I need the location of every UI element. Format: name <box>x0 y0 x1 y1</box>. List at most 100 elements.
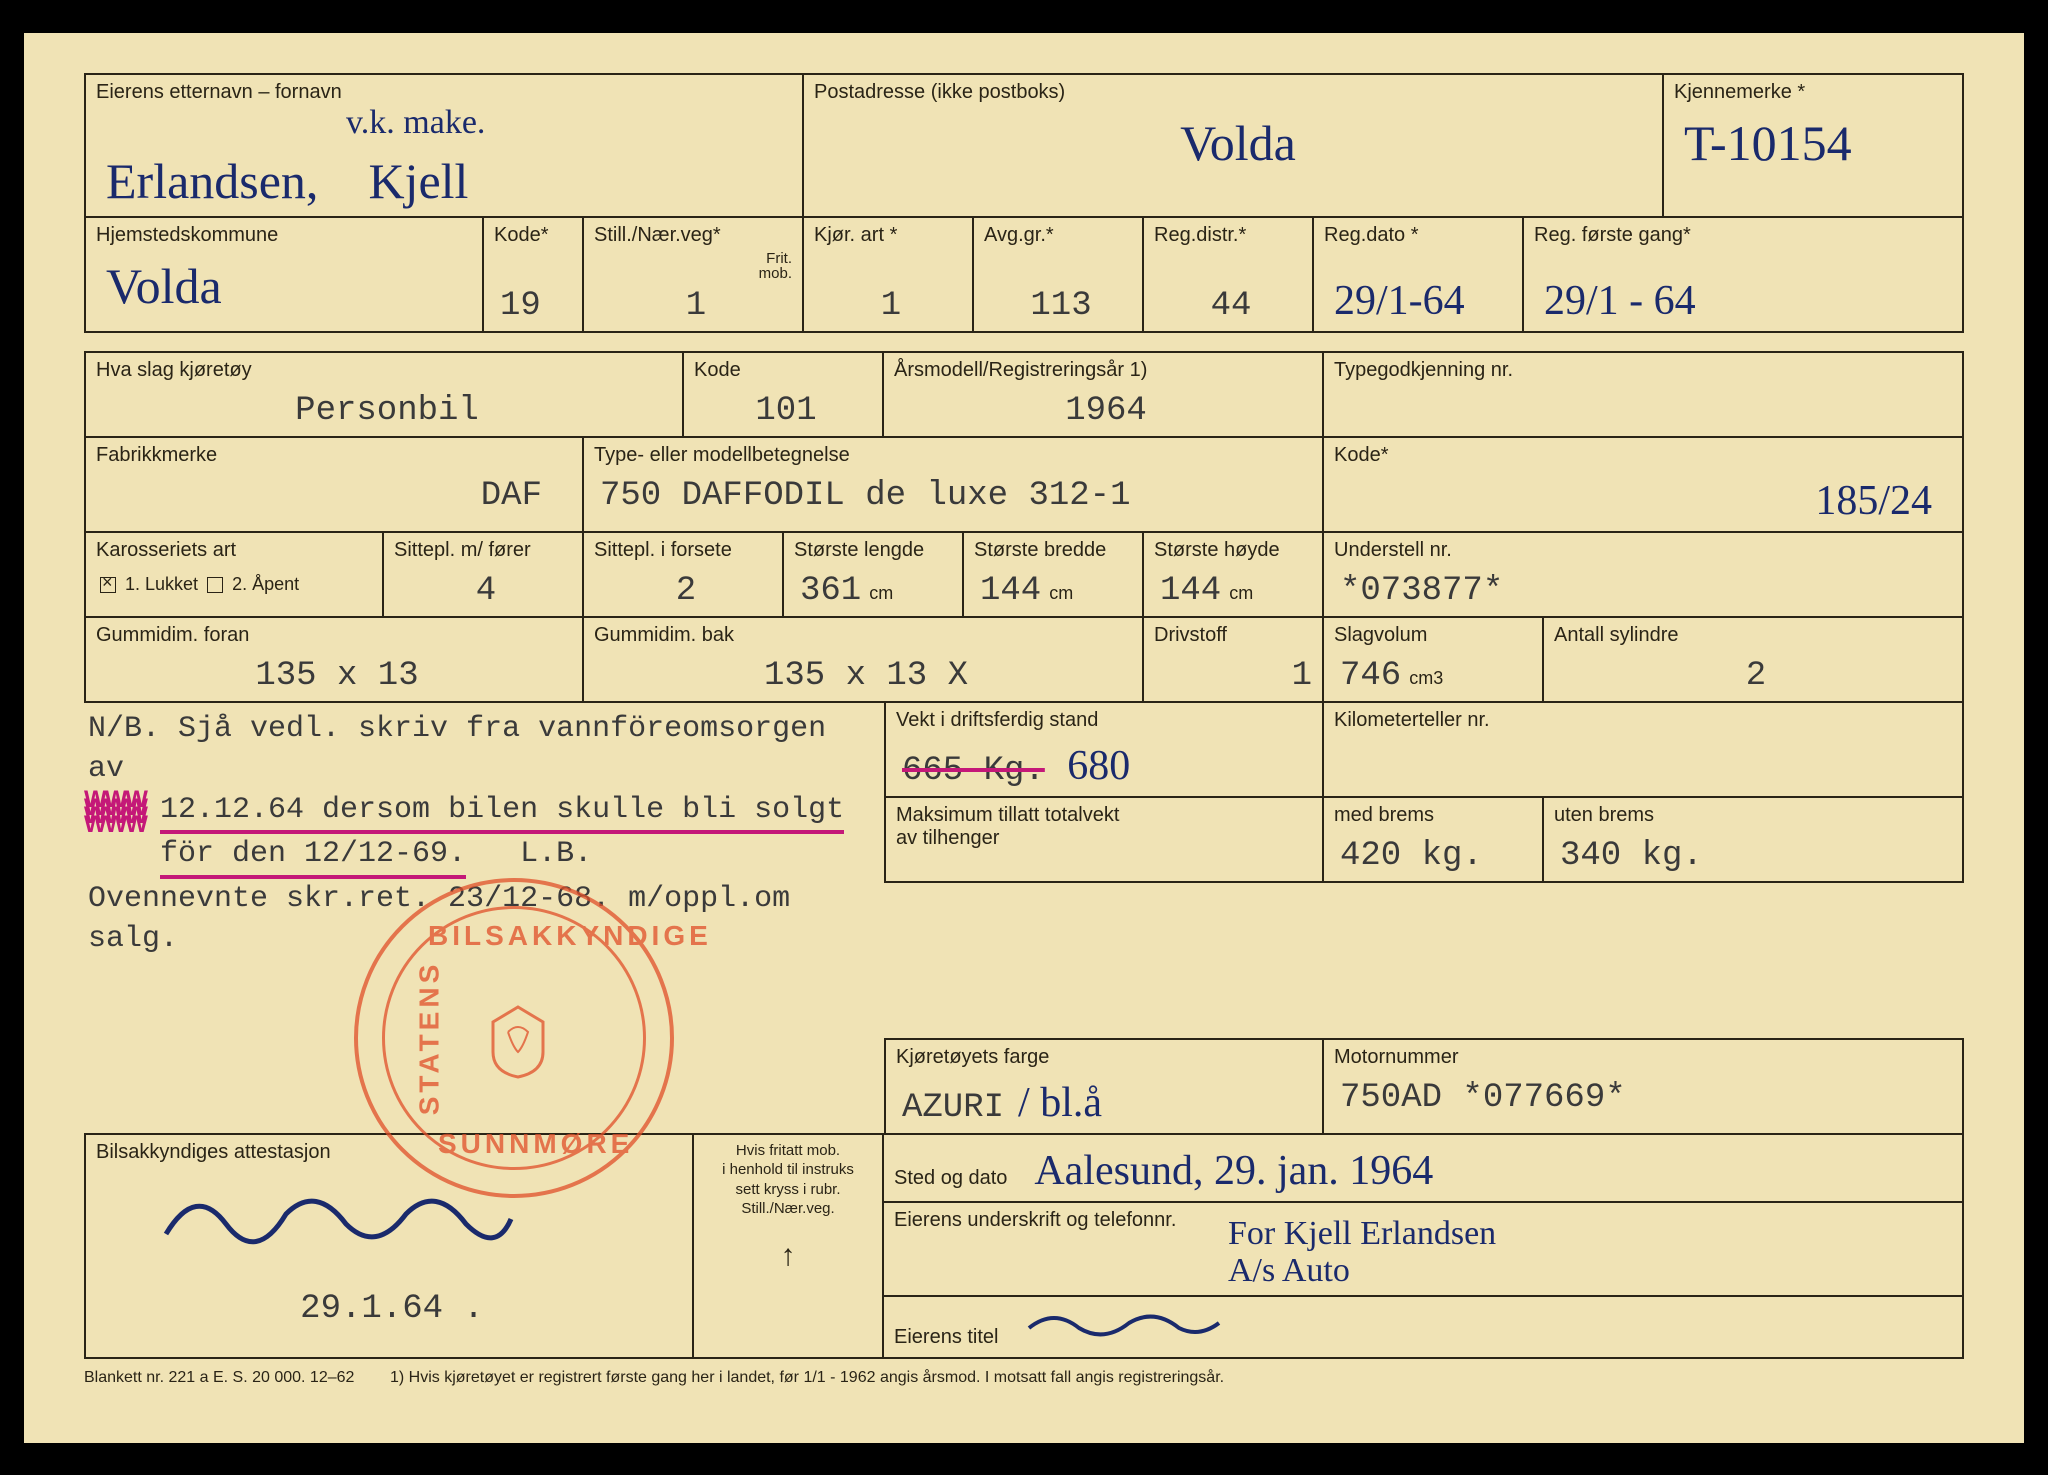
label-address: Postadresse (ikke postboks) <box>814 81 1652 104</box>
label-slag: Hva slag kjøretøy <box>96 359 672 382</box>
cell-titel: Eierens titel <box>884 1297 1964 1359</box>
mb: 420 kg. <box>1334 831 1532 877</box>
dr: 1 <box>1154 651 1312 697</box>
syl: 2 <box>1554 651 1952 697</box>
row-1: Eierens etternavn – fornavn v.k. make. E… <box>84 73 1964 218</box>
label-attest: Bilsakkyndiges attestasjon <box>96 1141 682 1164</box>
cell-max: Maksimum tillatt totalvekt av tilhenger <box>884 796 1324 883</box>
und: *073877* <box>1334 566 1952 612</box>
label-sted: Sted og dato <box>894 1167 1007 1190</box>
label-fab: Fabrikkmerke <box>96 444 572 467</box>
label-underskrift: Eierens underskrift og telefonnr. <box>894 1209 1214 1232</box>
len: 361 <box>794 566 861 612</box>
cell-und: Understell nr. *073877* <box>1324 531 1964 618</box>
underskrift: For Kjell Erlandsen A/s Auto <box>1218 1209 1496 1292</box>
sublabel-still: Frit. mob. <box>594 251 792 281</box>
surname: Erlandsen, <box>106 153 318 209</box>
label-name: Eierens etternavn – fornavn <box>96 81 792 104</box>
cell-vekt: Vekt i driftsferdig stand 665 Kg. 680 <box>884 701 1324 798</box>
firstname: Kjell <box>368 153 468 209</box>
unit-cm: cm <box>869 583 893 604</box>
row-10: Bilsakkyndiges attestasjon 29.1.64 . Hvi… <box>84 1133 1964 1360</box>
label-avg: Avg.gr.* <box>984 224 1132 247</box>
label-km: Kilometerteller nr. <box>1334 709 1952 732</box>
label-sitf: Sittepl. i forsete <box>594 539 772 562</box>
cell-avg: Avg.gr.* 113 <box>974 216 1144 333</box>
cell-syl: Antall sylindre 2 <box>1544 616 1964 703</box>
note-line1: N/B. Sjå vedl. skriv fra vannföreomsorge… <box>88 712 826 787</box>
footer-right: 1) Hvis kjøretøyet er registrert første … <box>390 1369 1224 1386</box>
fab: DAF <box>96 471 572 517</box>
label-kode4: Kode* <box>1334 444 1952 467</box>
note-line4: Ovennevnte skr.ret. 23/12-68. m/oppl.om … <box>88 882 790 957</box>
attest-date: 29.1.64 . <box>96 1284 682 1330</box>
unit-cm3: cm3 <box>1409 668 1443 689</box>
vekt-struck: 665 Kg. <box>896 746 1045 792</box>
sitf: 2 <box>594 566 772 612</box>
sl: 746 <box>1334 651 1401 697</box>
label-sit: Sittepl. m/ fører <box>394 539 572 562</box>
cell-kode: Kode* 19 <box>484 216 584 333</box>
label-regdato: Reg.dato * <box>1324 224 1512 247</box>
label-syl: Antall sylindre <box>1554 624 1952 647</box>
cell-plate: Kjennemerke * T-10154 <box>1664 73 1964 218</box>
cell-name: Eierens etternavn – fornavn v.k. make. E… <box>84 73 804 218</box>
label-kode3: Kode <box>694 359 872 382</box>
farge-type: AZURI <box>896 1083 1004 1129</box>
cell-km: Kilometerteller nr. <box>1324 701 1964 798</box>
cell-fab: Fabrikkmerke DAF <box>84 436 584 533</box>
label-hjk: Hjemstedskommune <box>96 224 472 247</box>
avg: 113 <box>984 281 1132 327</box>
regf: 29/1 - 64 <box>1534 271 1952 327</box>
label-dr: Drivstoff <box>1154 624 1312 647</box>
hjk: Volda <box>96 251 472 317</box>
ub: 340 kg. <box>1554 831 1952 877</box>
gf: 135 x 13 <box>96 651 572 697</box>
fritatt-text: Hvis fritatt mob. i henhold til instruks… <box>704 1141 872 1219</box>
label-mb: med brems <box>1334 804 1532 827</box>
cell-kar: Karosseriets art 1. Lukket 2. Åpent <box>84 531 384 618</box>
note-line3: för den 12/12-69. <box>160 834 466 879</box>
kode3: 101 <box>694 386 872 432</box>
label-sl: Slagvolum <box>1334 624 1532 647</box>
vekt: 680 <box>1057 736 1130 792</box>
cell-slag: Hva slag kjøretøy Personbil <box>84 351 684 438</box>
label-max: Maksimum tillatt totalvekt av tilhenger <box>896 804 1312 850</box>
right-boxes: Vekt i driftsferdig stand 665 Kg. 680 Ki… <box>884 701 1964 968</box>
address: Volda <box>814 108 1652 174</box>
signature-inspector <box>96 1168 682 1284</box>
arrow-up-icon: ↑ <box>704 1239 872 1273</box>
red-scribble-icon: WWWWWWWWWWWW <box>84 796 146 830</box>
notes-area: N/B. Sjå vedl. skriv fra vannföreomsorge… <box>84 701 884 968</box>
cell-regd: Reg.distr.* 44 <box>1144 216 1314 333</box>
cell-attest: Bilsakkyndiges attestasjon 29.1.64 . <box>84 1133 694 1360</box>
cell-motor: Motornummer 750AD *077669* <box>1324 1038 1964 1135</box>
signature-svg-icon <box>156 1174 516 1264</box>
cell-farge: Kjøretøyets farge AZURI / bl.å <box>884 1038 1324 1135</box>
unit-cm: cm <box>1229 583 1253 604</box>
cell-fritatt: Hvis fritatt mob. i henhold til instruks… <box>694 1133 884 1360</box>
checkbox-lukket-icon <box>100 577 116 593</box>
cell-sit: Sittepl. m/ fører 4 <box>384 531 584 618</box>
gb: 135 x 13 X <box>594 651 1132 697</box>
note-line3b: L.B. <box>520 837 592 871</box>
regd: 44 <box>1154 281 1302 327</box>
sit: 4 <box>394 566 572 612</box>
sted: Aalesund, 29. jan. 1964 <box>1024 1141 1433 1197</box>
label-farge: Kjøretøyets farge <box>896 1046 1312 1069</box>
hoy: 144 <box>1154 566 1221 612</box>
cell-type: Type- eller modellbetegnelse 750 DAFFODI… <box>584 436 1324 533</box>
regdato: 29/1-64 <box>1324 271 1512 327</box>
cell-sl: Slagvolum 746 cm3 <box>1324 616 1544 703</box>
label-ub: uten brems <box>1554 804 1952 827</box>
cell-kode3: Kode 101 <box>684 351 884 438</box>
cell-gb: Gummidim. bak 135 x 13 X <box>584 616 1144 703</box>
cell-kjorart: Kjør. art * 1 <box>804 216 974 333</box>
type: 750 DAFFODIL de luxe 312-1 <box>594 471 1312 517</box>
footer-left: Blankett nr. 221 a E. S. 20 000. 12–62 <box>84 1369 354 1386</box>
cell-regdato: Reg.dato * 29/1-64 <box>1314 216 1524 333</box>
owner-block: Sted og dato Aalesund, 29. jan. 1964 Eie… <box>884 1133 1964 1360</box>
row-2: Hjemstedskommune Volda Kode* 19 Still./N… <box>84 216 1964 333</box>
label-hoy: Største høyde <box>1154 539 1312 562</box>
cell-address: Postadresse (ikke postboks) Volda <box>804 73 1664 218</box>
